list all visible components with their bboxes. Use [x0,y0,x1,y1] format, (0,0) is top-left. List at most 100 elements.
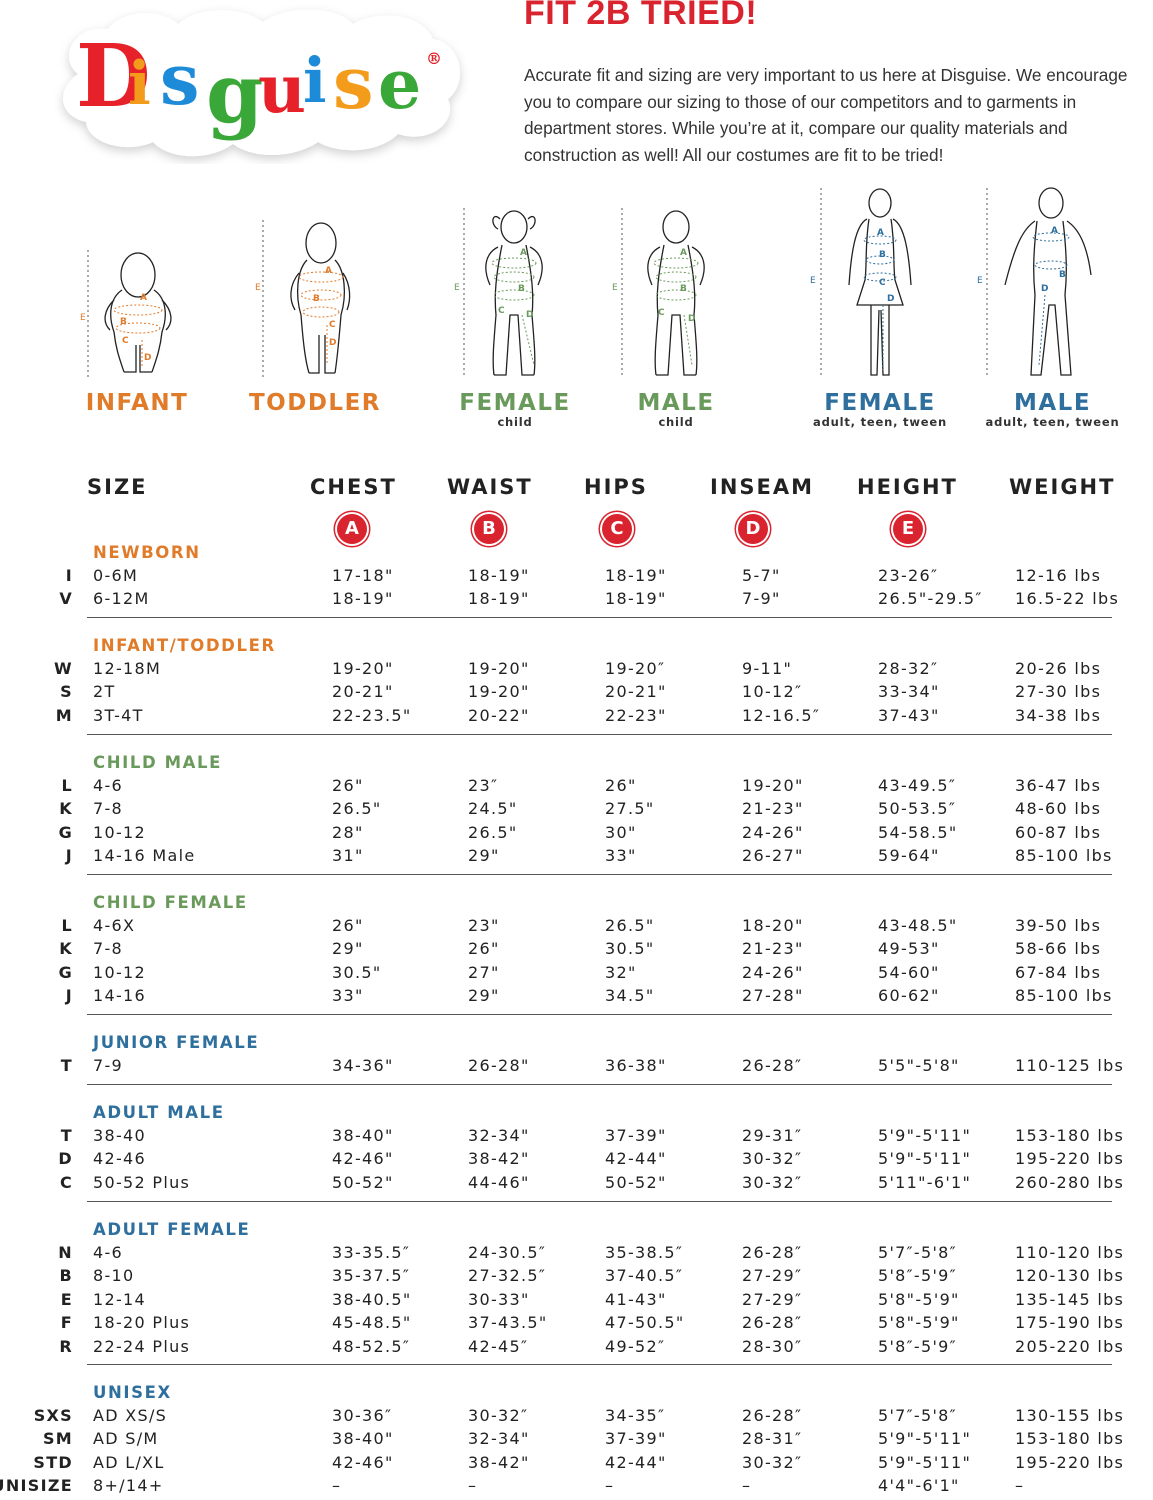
cell-chest: 26.5" [332,799,382,819]
cell-height: 5'9"-5'11" [878,1429,972,1449]
cell-chest: 50-52" [332,1172,394,1192]
header-hips: HIPS [584,475,648,499]
cell-code: M [55,705,73,725]
cell-chest: 33-35.5″ [332,1243,411,1262]
section-title: JUNIOR FEMALE [93,1033,260,1052]
cell-waist: 30-33" [468,1289,530,1309]
cell-size: 6-12M [93,589,150,609]
cell-height: 26.5"-29.5″ [878,589,983,609]
table-row: T 7-9 34-36" 26-28" 36-38" 26-28″ 5'5"-5'8" 110… [0,1056,1153,1079]
cell-hips: 26.5" [605,916,655,935]
cell-waist: 42-45″ [468,1336,529,1356]
cell-size: 12-18M [93,659,162,678]
cell-size: 7-8 [93,799,124,819]
table-row: L 4-6X 26" 23" 26.5" 18-20" 43-48.5" 39-50 lbs [0,916,1153,939]
cell-size: AD S/M [93,1429,159,1449]
cell-size: 10-12 [93,822,146,842]
cell-chest: 34-36" [332,1056,394,1075]
cell-height: 54-60" [878,962,940,982]
cell-chest: 18-19" [332,589,394,609]
registered-mark: ® [426,49,442,68]
table-row: J 14-16 33" 29" 34.5" 27-28" 60-62" 85-100 lbs [0,986,1153,1009]
cell-code: F [60,1313,73,1333]
cell-waist: 44-46" [468,1172,530,1192]
cell-height: 5'9"-5'11" [878,1126,972,1145]
table-row: G 10-12 30.5" 27" 32" 24-26" 54-60" 67-84 lbs [0,963,1153,986]
cell-inseam: 28-31″ [742,1429,803,1449]
cell-weight: 153-180 lbs [1015,1126,1125,1145]
cell-weight: 58-66 lbs [1015,939,1102,959]
cell-hips: 32" [605,962,637,982]
cell-waist: 26" [468,939,500,959]
cell-height: 37-43" [878,705,940,725]
cell-weight: 175-190 lbs [1015,1313,1125,1333]
cell-code: E [60,1289,73,1309]
cell-hips: 26" [605,776,637,795]
cell-weight: 110-125 lbs [1015,1056,1125,1075]
header-inseam: INSEAM [710,475,815,499]
cell-code: L [61,916,73,935]
badge-inseam: D [738,514,768,544]
cell-waist: 29" [468,846,500,866]
svg-text:A: A [877,228,884,238]
intro-text: Accurate fit and sizing are very importa… [524,65,1128,165]
cell-code: K [59,939,73,959]
header-weight: WEIGHT [1009,475,1116,499]
cell-weight: – [1015,1476,1025,1496]
table-row: S 2T 20-21" 19-20" 20-21" 10-12″ 33-34" 27-30 l… [0,682,1153,705]
section-divider [87,734,1112,735]
badge-hips: C [602,514,632,544]
cell-height: 5'7″-5'8″ [878,1406,957,1425]
cell-weight: 67-84 lbs [1015,962,1102,982]
svg-text:E: E [612,283,618,293]
svg-text:B: B [879,250,886,260]
logo-letter: i [303,44,327,117]
cell-code: G [58,962,73,982]
cell-code: S [60,682,73,702]
cell-hips: 20-21" [605,682,667,702]
cell-size: AD XS/S [93,1406,168,1425]
cell-inseam: 30-32″ [742,1172,803,1192]
cell-chest: 19-20" [332,659,394,678]
cell-weight: 195-220 lbs [1015,1149,1125,1169]
cell-inseam: 26-28″ [742,1313,803,1333]
cell-waist: 23" [468,916,500,935]
cell-chest: 35-37.5″ [332,1266,411,1286]
logo-letter: D [76,26,151,127]
cell-weight: 12-16 lbs [1015,566,1102,585]
table-row: D 42-46 42-46" 38-42" 42-44" 30-32″ 5'9"-5'11"… [0,1149,1153,1172]
cell-size: 4-6X [93,916,136,935]
logo-letter: s [333,40,374,125]
cell-waist: 37-43.5" [468,1313,548,1333]
cell-chest: 20-21" [332,682,394,702]
cell-height: 23-26″ [878,566,939,585]
cell-hips: 37-39" [605,1429,667,1449]
cell-inseam: 27-29″ [742,1266,803,1286]
cell-weight: 260-280 lbs [1015,1172,1125,1192]
table-row: J 14-16 Male 31" 29" 33" 26-27" 59-64" 85-100 l… [0,846,1153,869]
cell-chest: 38-40" [332,1429,394,1449]
svg-text:A: A [325,266,332,276]
cell-inseam: 26-28″ [742,1243,803,1262]
cell-size: 3T-4T [93,705,144,725]
cell-hips: 42-44" [605,1452,667,1472]
headline: FIT 2B TRIED! [524,0,758,32]
letter-a: A [140,293,147,303]
cell-waist: 38-42" [468,1452,530,1472]
cell-inseam: 18-20" [742,916,804,935]
badge-waist: B [474,514,504,544]
table-row: G 10-12 28" 26.5" 30" 24-26" 54-58.5" 60-87 lbs [0,823,1153,846]
cell-waist: 26.5" [468,822,518,842]
table-row: R 22-24 Plus 48-52.5″ 42-45″ 49-52″ 28-30″ 5'8… [0,1337,1153,1360]
section-title: ADULT MALE [93,1103,225,1122]
cell-size: 8-10 [93,1266,135,1286]
cell-hips: 22-23" [605,705,667,725]
cell-size: AD L/XL [93,1452,165,1472]
header-height: HEIGHT [857,475,958,499]
section-title: CHILD FEMALE [93,893,248,912]
cell-height: 50-53.5″ [878,799,957,819]
cell-chest: 45-48.5" [332,1313,412,1333]
cell-hips: 34.5" [605,986,655,1006]
figure-label-female-child: FEMALE child [459,390,571,429]
